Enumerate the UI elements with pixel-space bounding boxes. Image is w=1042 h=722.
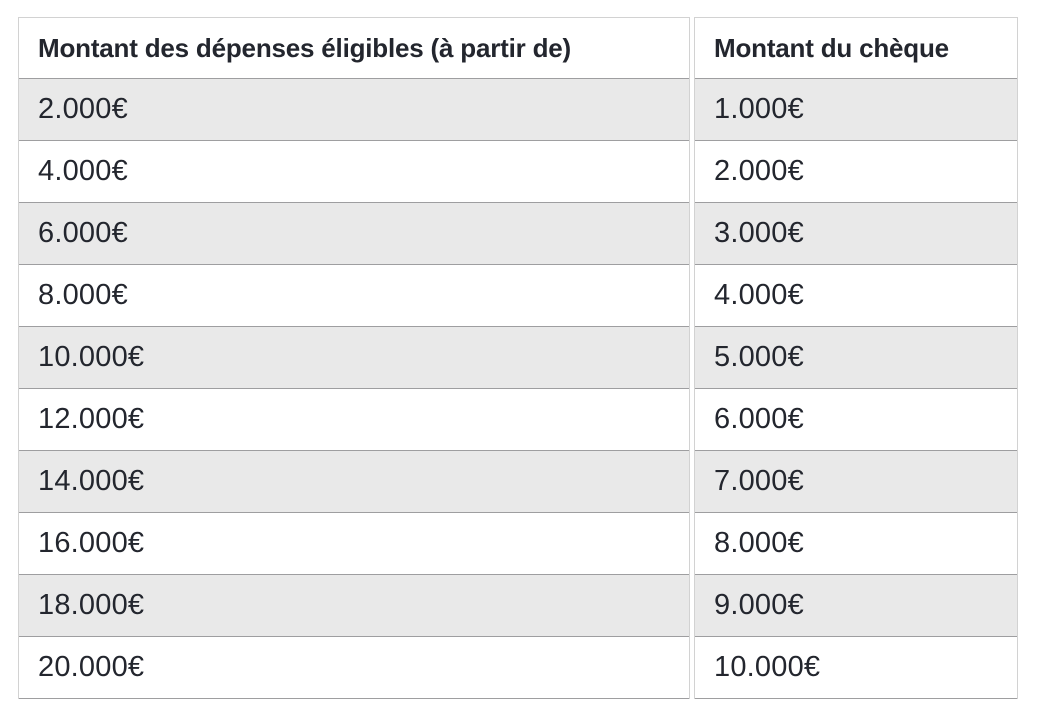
table-cell: 1.000€ [695, 79, 1017, 141]
table-cell: 18.000€ [19, 575, 689, 637]
table-cell: 7.000€ [695, 451, 1017, 513]
table-cell: 2.000€ [695, 141, 1017, 203]
table-cell: 6.000€ [695, 389, 1017, 451]
table-cell: 4.000€ [19, 141, 689, 203]
table-cell: 3.000€ [695, 203, 1017, 265]
table-cell: 8.000€ [19, 265, 689, 327]
subsidy-amount-table: Montant des dépenses éligibles (à partir… [18, 17, 1018, 699]
table-cell: 4.000€ [695, 265, 1017, 327]
table-cell: 10.000€ [695, 637, 1017, 699]
table-cell: 12.000€ [19, 389, 689, 451]
table-cell: 8.000€ [695, 513, 1017, 575]
table-cell: 14.000€ [19, 451, 689, 513]
column-eligible-expenses: Montant des dépenses éligibles (à partir… [18, 17, 690, 699]
table-cell: 5.000€ [695, 327, 1017, 389]
table-cell: 6.000€ [19, 203, 689, 265]
table-cell: 10.000€ [19, 327, 689, 389]
table-cell: 2.000€ [19, 79, 689, 141]
table-cell: 16.000€ [19, 513, 689, 575]
table-cell: 20.000€ [19, 637, 689, 699]
column-cheque-amount: Montant du chèque 1.000€ 2.000€ 3.000€ 4.00… [694, 17, 1018, 699]
header-cell-eligible-expenses: Montant des dépenses éligibles (à partir… [19, 17, 689, 79]
table-cell: 9.000€ [695, 575, 1017, 637]
header-cell-cheque-amount: Montant du chèque [695, 17, 1017, 79]
